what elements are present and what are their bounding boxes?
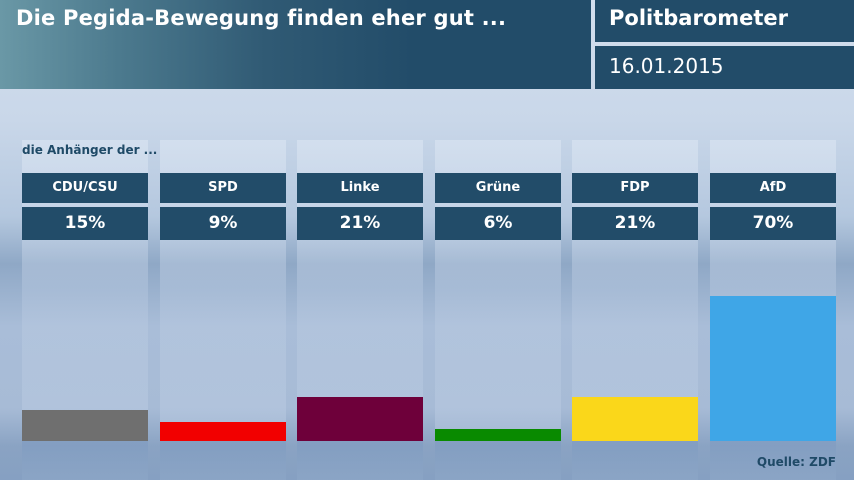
column-reflection-fdp: [572, 441, 698, 480]
date-panel: 16.01.2015: [595, 46, 854, 89]
bar-afd: [710, 296, 836, 441]
column-reflection-spd: [160, 441, 286, 480]
column-reflection-linke: [297, 441, 423, 480]
column-reflection-afd: [710, 441, 836, 480]
source-label: Quelle: ZDF: [756, 455, 836, 469]
value-label: 9%: [160, 207, 286, 240]
brand-panel: Politbarometer: [595, 0, 854, 42]
column-reflection-gr-ne: [435, 441, 561, 480]
value-label: 21%: [297, 207, 423, 240]
bar-cdu-csu: [22, 410, 148, 441]
bar-fdp: [572, 397, 698, 441]
column-reflection-cdu-csu: [22, 441, 148, 480]
category-label: SPD: [160, 173, 286, 203]
bar-spd: [160, 422, 286, 441]
date-label: 16.01.2015: [609, 54, 724, 78]
category-label: Grüne: [435, 173, 561, 203]
header-title-panel: Die Pegida-Bewegung finden eher gut ...: [0, 0, 591, 89]
bar-linke: [297, 397, 423, 441]
value-label: 6%: [435, 207, 561, 240]
category-label: Linke: [297, 173, 423, 203]
brand-label: Politbarometer: [609, 6, 789, 30]
category-label: FDP: [572, 173, 698, 203]
chart-title: Die Pegida-Bewegung finden eher gut ...: [16, 6, 507, 30]
value-label: 70%: [710, 207, 836, 240]
value-label: 15%: [22, 207, 148, 240]
value-label: 21%: [572, 207, 698, 240]
category-label: CDU/CSU: [22, 173, 148, 203]
chart-subtitle: die Anhänger der ...: [22, 143, 158, 157]
category-label: AfD: [710, 173, 836, 203]
bar-gr-ne: [435, 429, 561, 441]
